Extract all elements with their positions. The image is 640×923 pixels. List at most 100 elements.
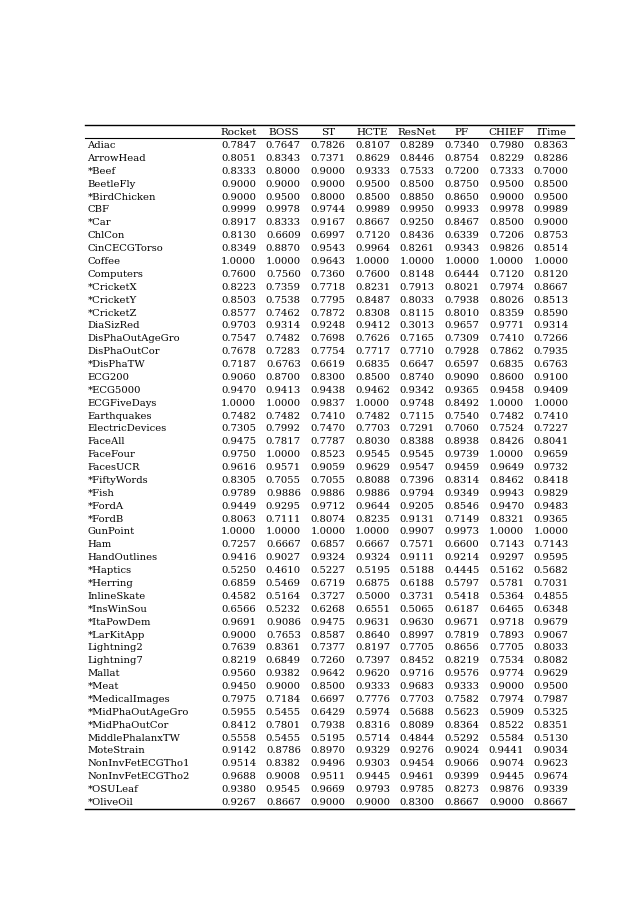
Text: 0.7206: 0.7206	[489, 232, 524, 240]
Text: 0.6268: 0.6268	[310, 605, 346, 614]
Text: 0.7333: 0.7333	[489, 167, 524, 176]
Text: 0.9000: 0.9000	[310, 798, 346, 807]
Text: 0.7678: 0.7678	[221, 347, 256, 356]
Text: 0.9837: 0.9837	[310, 399, 346, 408]
Text: 0.9876: 0.9876	[489, 785, 524, 794]
Text: 0.8667: 0.8667	[445, 798, 479, 807]
Text: 0.9412: 0.9412	[355, 321, 390, 330]
Text: 1.0000: 1.0000	[400, 257, 435, 266]
Text: DisPhaOutCor: DisPhaOutCor	[88, 347, 160, 356]
Text: 0.6444: 0.6444	[444, 270, 479, 279]
Text: 1.0000: 1.0000	[310, 527, 346, 536]
Text: Lightning7: Lightning7	[88, 656, 143, 665]
Text: 0.9333: 0.9333	[444, 682, 479, 691]
Text: 0.5000: 0.5000	[355, 592, 390, 601]
Text: 0.7987: 0.7987	[534, 695, 569, 704]
Text: 0.5682: 0.5682	[534, 566, 568, 575]
Text: 0.9343: 0.9343	[444, 244, 479, 253]
Text: Ham: Ham	[88, 540, 112, 549]
Text: 1.0000: 1.0000	[489, 450, 524, 460]
Text: 0.8590: 0.8590	[534, 308, 569, 318]
Text: 0.9545: 0.9545	[266, 785, 301, 794]
Text: FacesUCR: FacesUCR	[88, 463, 140, 472]
Text: 0.7974: 0.7974	[489, 695, 524, 704]
Text: 0.9445: 0.9445	[489, 773, 524, 781]
Text: 0.6188: 0.6188	[400, 579, 435, 588]
Text: 0.9329: 0.9329	[355, 747, 390, 755]
Text: 0.7371: 0.7371	[310, 154, 346, 163]
Text: 0.9978: 0.9978	[266, 206, 301, 214]
Text: 0.9314: 0.9314	[266, 321, 301, 330]
Text: 0.3731: 0.3731	[400, 592, 435, 601]
Text: 0.7703: 0.7703	[400, 695, 435, 704]
Text: 0.8997: 0.8997	[400, 630, 435, 640]
Text: 0.9688: 0.9688	[221, 773, 256, 781]
Text: 0.8316: 0.8316	[355, 721, 390, 730]
Text: 0.7462: 0.7462	[266, 308, 301, 318]
Text: 0.7826: 0.7826	[310, 141, 346, 150]
Text: 0.9470: 0.9470	[489, 502, 524, 510]
Text: *MedicalImages: *MedicalImages	[88, 695, 170, 704]
Text: 0.5688: 0.5688	[400, 708, 435, 717]
Text: 0.8273: 0.8273	[444, 785, 479, 794]
Text: 0.9409: 0.9409	[534, 386, 569, 395]
Text: 0.7582: 0.7582	[444, 695, 479, 704]
Text: 0.9545: 0.9545	[400, 450, 435, 460]
Text: 0.6465: 0.6465	[489, 605, 524, 614]
Text: 0.3013: 0.3013	[400, 321, 435, 330]
Text: 0.7482: 0.7482	[355, 412, 390, 421]
Text: 0.8917: 0.8917	[221, 219, 256, 227]
Text: 0.8148: 0.8148	[399, 270, 435, 279]
Text: 0.8333: 0.8333	[266, 219, 301, 227]
Text: 0.7980: 0.7980	[489, 141, 524, 150]
Text: 0.6697: 0.6697	[310, 695, 346, 704]
Text: 0.8082: 0.8082	[534, 656, 569, 665]
Text: 0.8000: 0.8000	[310, 193, 346, 201]
Text: 0.9631: 0.9631	[355, 617, 390, 627]
Text: 0.9205: 0.9205	[400, 502, 435, 510]
Text: 0.9716: 0.9716	[400, 669, 435, 678]
Text: 0.8546: 0.8546	[444, 502, 479, 510]
Text: 0.8500: 0.8500	[355, 373, 390, 382]
Text: 0.7653: 0.7653	[266, 630, 301, 640]
Text: 0.9500: 0.9500	[534, 193, 569, 201]
Text: 1.0000: 1.0000	[221, 399, 256, 408]
Text: 0.9458: 0.9458	[489, 386, 524, 395]
Text: 0.8063: 0.8063	[221, 515, 256, 523]
Text: 0.9167: 0.9167	[310, 219, 346, 227]
Text: 0.7935: 0.7935	[534, 347, 569, 356]
Text: 0.9483: 0.9483	[534, 502, 569, 510]
Text: 0.9295: 0.9295	[266, 502, 301, 510]
Text: 0.6763: 0.6763	[534, 360, 568, 369]
Text: 0.8300: 0.8300	[310, 373, 346, 382]
Text: 0.6859: 0.6859	[221, 579, 256, 588]
Text: 1.0000: 1.0000	[355, 399, 390, 408]
Text: 0.7410: 0.7410	[534, 412, 569, 421]
Text: 0.9543: 0.9543	[310, 244, 346, 253]
Text: 0.8261: 0.8261	[400, 244, 435, 253]
Text: 0.8452: 0.8452	[400, 656, 435, 665]
Text: 0.9462: 0.9462	[355, 386, 390, 395]
Text: 0.9441: 0.9441	[489, 747, 524, 755]
Text: 0.9989: 0.9989	[534, 206, 569, 214]
Text: 0.7847: 0.7847	[221, 141, 256, 150]
Text: 0.8503: 0.8503	[221, 295, 256, 305]
Text: 0.9674: 0.9674	[534, 773, 569, 781]
Text: 0.8970: 0.8970	[310, 747, 346, 755]
Text: 0.6348: 0.6348	[534, 605, 569, 614]
Text: 0.7482: 0.7482	[266, 412, 301, 421]
Text: 0.8235: 0.8235	[355, 515, 390, 523]
Text: *CricketY: *CricketY	[88, 295, 137, 305]
Text: Adiac: Adiac	[88, 141, 116, 150]
Text: 0.7377: 0.7377	[310, 643, 346, 653]
Text: 0.7862: 0.7862	[489, 347, 524, 356]
Text: 0.9571: 0.9571	[266, 463, 301, 472]
Text: 0.9090: 0.9090	[444, 373, 479, 382]
Text: 0.8382: 0.8382	[266, 760, 301, 768]
Text: 0.8033: 0.8033	[534, 643, 569, 653]
Text: HCTE: HCTE	[357, 127, 388, 137]
Text: 0.7975: 0.7975	[221, 695, 256, 704]
Text: Mallat: Mallat	[88, 669, 120, 678]
Text: 0.7149: 0.7149	[444, 515, 479, 523]
Text: 0.9629: 0.9629	[355, 463, 390, 472]
